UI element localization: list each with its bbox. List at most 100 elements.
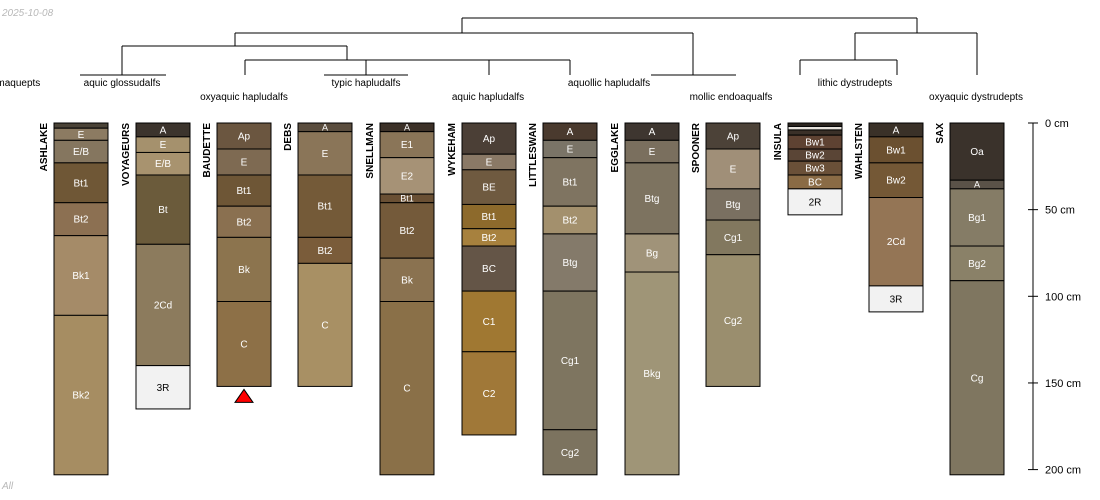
horizon-label: Bt1 bbox=[481, 212, 496, 223]
horizon-label: Bt2 bbox=[73, 215, 88, 226]
horizon-label: Ap bbox=[483, 134, 496, 145]
taxonomy-label: lithic dystrudepts bbox=[818, 78, 892, 89]
horizon-label: Bw3 bbox=[805, 164, 825, 175]
horizon-band bbox=[216, 236, 272, 302]
horizon-band bbox=[461, 351, 517, 436]
horizon-label: Btg bbox=[644, 194, 659, 205]
horizon-label: Btg bbox=[725, 200, 740, 211]
group-label: All bbox=[2, 481, 14, 492]
horizon-label: Bt2 bbox=[399, 226, 414, 237]
horizon-label: Bt2 bbox=[562, 216, 577, 227]
horizon-band bbox=[705, 188, 761, 221]
horizon-band bbox=[949, 280, 1005, 476]
horizon-label: A bbox=[567, 127, 574, 138]
taxonomy-label: aquollic hapludalfs bbox=[568, 78, 650, 89]
horizon-label: Bt1 bbox=[400, 194, 414, 204]
horizon-band bbox=[787, 188, 843, 216]
profile-name: INSULA bbox=[773, 123, 784, 160]
horizon-label: Bt1 bbox=[73, 178, 88, 189]
horizon-label: A bbox=[893, 125, 900, 136]
horizon-band bbox=[868, 197, 924, 287]
horizon-label: A bbox=[974, 180, 980, 190]
taxonomy-label: oxyaquic hapludalfs bbox=[200, 92, 288, 103]
horizon-band bbox=[705, 219, 761, 256]
horizon-band bbox=[868, 136, 924, 164]
horizon-label: C bbox=[403, 384, 410, 395]
horizon-label: BE bbox=[482, 183, 496, 194]
horizon-band bbox=[705, 254, 761, 387]
horizon-label: Bw2 bbox=[805, 151, 825, 162]
horizon-label: Bk1 bbox=[72, 271, 90, 282]
horizon-label: E2 bbox=[401, 171, 414, 182]
warning-marker bbox=[234, 388, 254, 403]
profile-name: WYKEHAM bbox=[447, 123, 458, 176]
horizon-band bbox=[297, 236, 353, 264]
profile-name: VOYAGEURS bbox=[121, 123, 132, 186]
horizon-band bbox=[949, 122, 1005, 181]
horizon-label: A bbox=[404, 122, 410, 132]
horizon-band bbox=[135, 174, 191, 245]
profile-name: DEBS bbox=[283, 123, 294, 151]
horizon-label: Bk2 bbox=[72, 391, 90, 402]
horizon-band bbox=[216, 205, 272, 238]
horizon-band bbox=[624, 162, 680, 235]
date-label: 2025-10-08 bbox=[2, 8, 54, 19]
horizon-label: Bt2 bbox=[317, 246, 332, 257]
horizon-label: Bw1 bbox=[805, 138, 825, 149]
taxonomy-label: histic humaquepts bbox=[0, 78, 40, 89]
horizon-label: Cg1 bbox=[724, 233, 743, 244]
horizon-label: 2Cd bbox=[154, 300, 172, 311]
profile-name: LITTLESWAN bbox=[528, 123, 539, 187]
horizon-label: C bbox=[240, 339, 247, 350]
horizon-band bbox=[787, 125, 843, 131]
horizon-band bbox=[379, 257, 435, 302]
horizon-band bbox=[297, 131, 353, 176]
horizon-band bbox=[53, 314, 109, 476]
horizon-band bbox=[297, 262, 353, 387]
horizon-label: C2 bbox=[483, 389, 496, 400]
horizon-label: Bt1 bbox=[562, 177, 577, 188]
horizon-label: A bbox=[322, 122, 328, 132]
horizon-label: Bk bbox=[401, 275, 414, 286]
horizon-label: Cg1 bbox=[561, 356, 580, 367]
horizon-band bbox=[379, 131, 435, 159]
horizon-band bbox=[135, 243, 191, 367]
horizon-band bbox=[53, 202, 109, 237]
horizon-label: BC bbox=[808, 177, 822, 188]
horizon-label: E bbox=[567, 144, 574, 155]
horizon-band bbox=[379, 300, 435, 476]
horizon-label: E bbox=[730, 164, 737, 175]
horizon-band bbox=[787, 122, 843, 127]
horizon-label: E/B bbox=[73, 147, 89, 158]
depth-tick-label: 0 cm bbox=[1045, 118, 1069, 130]
horizon-label: 3R bbox=[890, 294, 903, 305]
horizon-label: C1 bbox=[483, 317, 496, 328]
horizon-label: E bbox=[649, 147, 656, 158]
horizon-label: Bt1 bbox=[317, 202, 332, 213]
profile-name: ASHLAKE bbox=[39, 123, 50, 172]
profile-name: BAUDETTE bbox=[202, 123, 213, 178]
taxonomy-label: aquic glossudalfs bbox=[84, 78, 161, 89]
horizon-label: E bbox=[160, 140, 167, 151]
profile-name: SAX bbox=[935, 123, 946, 144]
horizon-band bbox=[949, 245, 1005, 282]
depth-tick-label: 200 cm bbox=[1045, 465, 1081, 477]
horizon-band bbox=[461, 203, 517, 230]
horizon-label: Cg2 bbox=[561, 448, 580, 459]
horizon-band bbox=[949, 188, 1005, 247]
horizon-label: A bbox=[649, 127, 656, 138]
horizon-label: Ap bbox=[727, 131, 740, 142]
horizon-label: E bbox=[78, 130, 85, 141]
horizon-label: Bt2 bbox=[236, 217, 251, 228]
profile-name: EGGLAKE bbox=[610, 123, 621, 173]
profile-name: WAHLSTEN bbox=[854, 123, 865, 179]
taxonomy-label: oxyaquic dystrudepts bbox=[929, 92, 1023, 103]
horizon-label: Bt bbox=[158, 205, 168, 216]
horizon-label: Bw2 bbox=[886, 176, 906, 187]
horizon-label: 2R bbox=[809, 197, 822, 208]
horizon-label: E bbox=[486, 157, 493, 168]
horizon-band bbox=[216, 300, 272, 387]
horizon-label: 3R bbox=[157, 383, 170, 394]
horizon-band bbox=[542, 429, 598, 476]
